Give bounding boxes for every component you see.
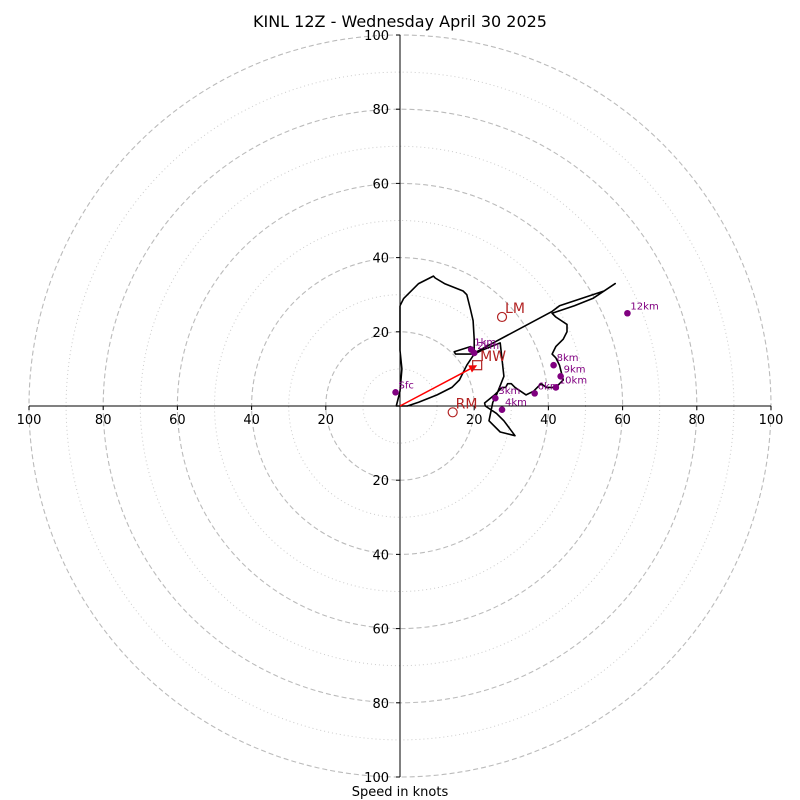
height-label-sfc: Sfc [399,380,414,391]
y-tick-label: 80 [372,103,389,118]
rm-marker [447,407,458,418]
storm-motion-group: LM RM MW [399,301,525,418]
chart-title: KINL 12Z - Wednesday April 30 2025 [253,12,547,31]
y-tick-label: 100 [364,771,389,786]
x-tick-label: 20 [466,413,483,428]
x-tick-label: 80 [95,413,112,428]
y-tick-label: 40 [372,548,389,563]
height-label-9km: 9km [564,364,586,375]
tick-marks: 100 80 60 40 20 20 40 60 80 100 100 80 60 40 20 20 40 60 8… [17,29,784,786]
height-point-10km [552,384,560,391]
x-axis-label: Speed in knots [352,785,449,800]
height-point-8km [550,361,557,369]
height-point-sfc [392,388,399,396]
y-tick-label: 20 [372,326,389,341]
y-tick-label: 100 [364,29,389,44]
height-point-9km [557,373,564,380]
x-tick-label: 100 [17,413,42,428]
height-point-4km [498,406,506,414]
height-point-12km [624,309,631,317]
mw-marker [472,360,483,371]
height-label-4km: 4km [505,398,527,409]
rm-label: RM [456,396,478,412]
y-tick-label: 20 [372,474,389,489]
x-tick-label: 60 [614,413,631,428]
y-tick-label: 60 [372,623,389,638]
height-label-10km: 10km [559,375,587,386]
lm-label: LM [505,301,525,317]
height-label-6km: 6km [538,381,560,392]
height-label-2km: 2km [477,341,499,352]
y-tick-label: 80 [372,697,389,712]
x-tick-label: 40 [243,413,260,428]
lm-marker [496,311,508,323]
x-tick-label: 80 [689,413,706,428]
mw-label: MW [480,349,506,365]
height-point-6km [531,390,538,397]
x-tick-label: 100 [759,413,784,428]
y-tick-label: 60 [372,177,389,192]
x-tick-label: 60 [169,413,186,428]
height-label-12km: 12km [630,301,658,312]
height-label-1km: 1km [474,338,496,349]
height-point-3km [492,394,499,402]
x-tick-label: 20 [318,413,335,428]
height-point-2km [470,349,478,357]
height-label-8km: 8km [557,353,579,364]
x-tick-label: 40 [540,413,557,428]
mean-wind-arrow [399,368,471,407]
y-tick-label: 40 [372,252,389,267]
height-label-3km: 3km [498,386,520,397]
